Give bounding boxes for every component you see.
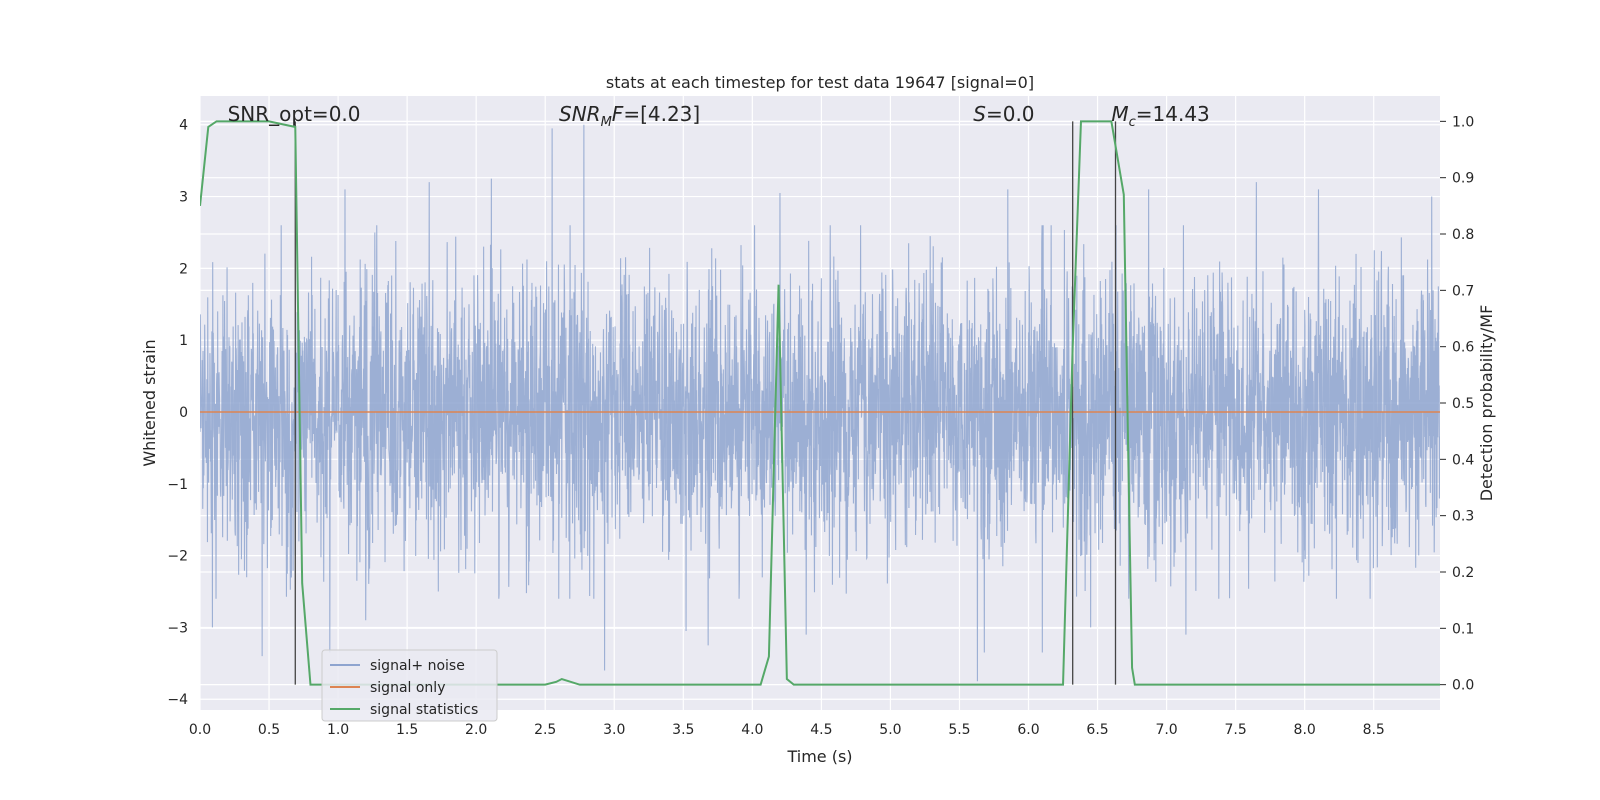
x-axis-label: Time (s) bbox=[786, 747, 852, 766]
y-tick-label: 0 bbox=[179, 405, 188, 421]
x-tick-label: 4.5 bbox=[810, 722, 832, 738]
legend-frame bbox=[321, 649, 498, 722]
y2-tick-label: 0.8 bbox=[1452, 227, 1474, 243]
x-tick-label: 1.5 bbox=[396, 722, 418, 738]
x-axis-ticks: 0.0 0.5 1.0 1.5 2.0 2.5 3.0 3.5 4.0 4.5 5.0 5.5 6.0 6… bbox=[189, 722, 1385, 738]
y-tick-label: −4 bbox=[167, 692, 188, 708]
y-tick-label: 1 bbox=[179, 333, 188, 349]
y2-tick-label: 0.4 bbox=[1452, 452, 1474, 468]
chart-title: stats at each timestep for test data 196… bbox=[606, 73, 1034, 92]
x-tick-label: 6.5 bbox=[1086, 722, 1108, 738]
y2-axis-label: Detection probability/MF bbox=[1477, 305, 1496, 502]
y-tick-label: 3 bbox=[179, 190, 188, 206]
x-tick-label: 8.0 bbox=[1294, 722, 1316, 738]
y2-tick-label: 0.2 bbox=[1452, 565, 1474, 581]
annotation-0: SNR_opt=0.0 bbox=[228, 102, 361, 126]
y-axis-label: Whitened strain bbox=[140, 339, 159, 466]
y2-tick-label: 0.7 bbox=[1452, 283, 1474, 299]
x-tick-label: 5.5 bbox=[948, 722, 970, 738]
x-tick-label: 6.0 bbox=[1017, 722, 1039, 738]
y2-tick-label: 0.3 bbox=[1452, 509, 1474, 525]
y2-tick-label: 0.9 bbox=[1452, 171, 1474, 187]
x-tick-label: 3.0 bbox=[603, 722, 625, 738]
x-tick-label: 7.0 bbox=[1155, 722, 1177, 738]
x-tick-label: 0.0 bbox=[189, 722, 211, 738]
y-tick-label: −1 bbox=[167, 477, 188, 493]
x-tick-label: 2.0 bbox=[465, 722, 487, 738]
x-tick-label: 8.5 bbox=[1363, 722, 1385, 738]
x-tick-label: 3.5 bbox=[672, 722, 694, 738]
y2-tick-label: 0.0 bbox=[1452, 678, 1474, 694]
x-tick-label: 0.5 bbox=[258, 722, 280, 738]
annotation-3: Mc=14.43 bbox=[1111, 102, 1209, 130]
y2-axis-ticks: 1.0 0.9 0.8 0.7 0.6 0.5 0.4 0.3 0.2 0.1 0.0 bbox=[1440, 114, 1474, 694]
x-tick-label: 1.0 bbox=[327, 722, 349, 738]
series-signal-noise bbox=[200, 124, 1440, 682]
legend-label-1: signal only bbox=[370, 680, 445, 696]
plot-area bbox=[200, 120, 1440, 686]
y2-tick-label: 1.0 bbox=[1452, 114, 1474, 130]
y2-tick-label: 0.5 bbox=[1452, 396, 1474, 412]
legend-label-2: signal statistics bbox=[370, 702, 478, 718]
annotations: SNR_opt=0.0 SNRMF=[4.23] S=0.0 Mc=14.43 bbox=[228, 102, 1210, 130]
legend: signal+ noise signal only signal statistic… bbox=[321, 649, 498, 722]
y2-tick-label: 0.6 bbox=[1452, 340, 1474, 356]
series-signal-statistics bbox=[200, 120, 1440, 686]
y-tick-label: 2 bbox=[179, 261, 188, 277]
annotation-1: SNRMF=[4.23] bbox=[559, 102, 700, 130]
x-tick-label: 7.5 bbox=[1225, 722, 1247, 738]
y-axis-ticks: 4 3 2 1 0 −1 −2 −3 −4 bbox=[167, 118, 188, 709]
y-tick-label: −3 bbox=[167, 620, 188, 636]
legend-label-0: signal+ noise bbox=[370, 658, 465, 674]
x-tick-label: 4.0 bbox=[741, 722, 763, 738]
annotation-2: S=0.0 bbox=[973, 102, 1034, 126]
x-tick-label: 5.0 bbox=[879, 722, 901, 738]
x-tick-label: 2.5 bbox=[534, 722, 556, 738]
y2-tick-label: 0.1 bbox=[1452, 621, 1474, 637]
y-tick-label: −2 bbox=[167, 549, 188, 565]
y-tick-label: 4 bbox=[179, 118, 188, 134]
